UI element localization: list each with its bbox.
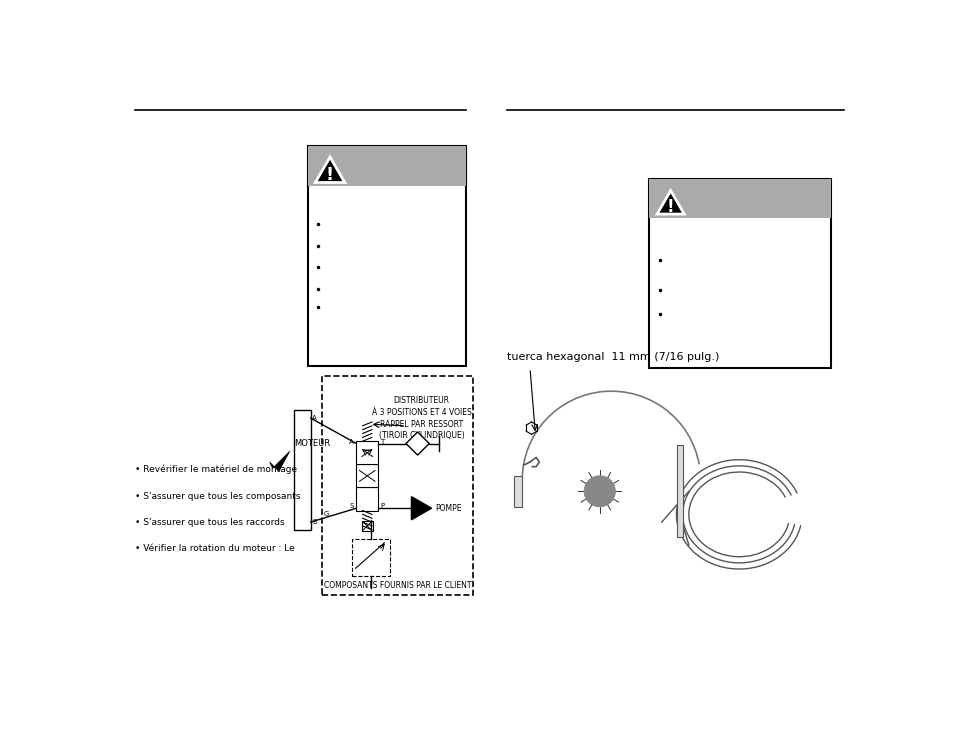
Text: • S'assurer que tous les raccords: • S'assurer que tous les raccords <box>134 517 284 527</box>
Polygon shape <box>411 497 431 520</box>
Text: MOTEUR: MOTEUR <box>294 439 330 448</box>
Polygon shape <box>270 451 290 472</box>
Text: tuerca hexagonal  11 mm (7/16 pulg.): tuerca hexagonal 11 mm (7/16 pulg.) <box>506 351 719 362</box>
Bar <box>361 520 373 531</box>
Text: A: A <box>312 415 316 421</box>
Bar <box>356 441 377 464</box>
Text: G: G <box>323 511 329 517</box>
Polygon shape <box>657 190 683 214</box>
Text: COMPOSANTS FOURNIS PAR LE CLIENT: COMPOSANTS FOURNIS PAR LE CLIENT <box>324 582 471 590</box>
Bar <box>356 487 377 511</box>
Bar <box>352 539 390 576</box>
Bar <box>677 445 682 537</box>
Circle shape <box>583 476 615 507</box>
Text: !: ! <box>326 166 334 184</box>
Text: POMPE: POMPE <box>435 504 461 513</box>
Text: • Vérifier la rotation du moteur : Le: • Vérifier la rotation du moteur : Le <box>134 545 294 554</box>
Text: S: S <box>350 503 354 509</box>
Text: T: T <box>380 438 384 444</box>
Bar <box>294 410 311 530</box>
Text: !: ! <box>666 199 674 216</box>
Text: DISTRIBUTEUR
À 3 POSITIONS ET 4 VOIES
RAPPEL PAR RESSORT
(TIROIR CYLINDRIQUE): DISTRIBUTEUR À 3 POSITIONS ET 4 VOIES RA… <box>372 396 471 441</box>
Text: • S'assurer que tous les composants: • S'assurer que tous les composants <box>134 492 300 500</box>
Bar <box>307 146 466 187</box>
Text: A: A <box>349 438 354 444</box>
Bar <box>356 464 377 487</box>
Polygon shape <box>406 432 429 455</box>
Bar <box>649 179 830 218</box>
Bar <box>307 146 466 366</box>
Text: • Revérifier le matériel de montage: • Revérifier le matériel de montage <box>134 464 296 474</box>
Bar <box>322 376 473 596</box>
Bar <box>649 179 830 368</box>
Text: B: B <box>312 519 316 525</box>
Text: P: P <box>380 503 384 509</box>
Bar <box>514 476 521 507</box>
Polygon shape <box>315 157 344 182</box>
